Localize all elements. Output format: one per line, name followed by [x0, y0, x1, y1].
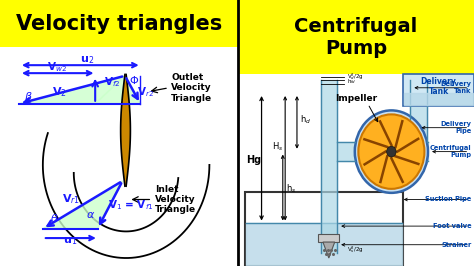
Text: Inlet
Velocity
Triangle: Inlet Velocity Triangle [155, 185, 196, 214]
Text: Delivery
Tank: Delivery Tank [441, 81, 472, 94]
Circle shape [355, 110, 428, 193]
Text: V$_2$: V$_2$ [52, 85, 67, 99]
Text: Centrifugal
Pump: Centrifugal Pump [430, 145, 472, 158]
Text: u$_2$: u$_2$ [80, 54, 94, 66]
Text: h$_d$: h$_d$ [300, 114, 311, 126]
Text: V$_s^2$/2g: V$_s^2$/2g [346, 244, 363, 255]
Text: Delivery
Pipe: Delivery Pipe [441, 121, 472, 134]
Text: V$_{r2}$: V$_{r2}$ [137, 85, 154, 99]
Text: V$_1$ = V$_{f1}$: V$_1$ = V$_{f1}$ [108, 198, 154, 212]
Text: h$_s$: h$_s$ [286, 183, 297, 195]
Text: V$_{w2}$: V$_{w2}$ [47, 60, 67, 74]
Bar [238, 0, 474, 74]
Polygon shape [121, 74, 130, 186]
Bar [238, 74, 474, 266]
Bar [0, 0, 238, 47]
Circle shape [387, 146, 396, 157]
Polygon shape [43, 181, 123, 229]
Text: Hg: Hg [246, 155, 261, 165]
Text: u$_1$: u$_1$ [63, 235, 77, 247]
Text: Delivery
Tank: Delivery Tank [420, 77, 456, 96]
Text: Impeller: Impeller [335, 94, 377, 103]
Polygon shape [95, 76, 140, 104]
Bar [0, 47, 238, 266]
Polygon shape [323, 242, 335, 258]
Text: Foot valve: Foot valve [433, 223, 472, 229]
Bar [318, 234, 339, 242]
Polygon shape [19, 76, 125, 104]
Text: $\beta$: $\beta$ [24, 90, 33, 104]
Text: Strainer: Strainer [441, 242, 472, 248]
Text: $\Phi$: $\Phi$ [129, 74, 139, 86]
Circle shape [358, 114, 424, 189]
Text: V$_{r1}$: V$_{r1}$ [62, 193, 81, 206]
Text: Velocity triangles: Velocity triangles [16, 14, 222, 34]
Text: $\alpha$: $\alpha$ [86, 210, 95, 220]
Bar [245, 192, 403, 266]
Text: h$_{fd}$: h$_{fd}$ [346, 77, 356, 86]
Bar [403, 74, 474, 106]
Text: H$_s$: H$_s$ [273, 140, 284, 152]
Text: V$_{f2}$: V$_{f2}$ [103, 76, 120, 89]
Text: V$_d^2$/2g: V$_d^2$/2g [346, 71, 363, 82]
Text: Suction Pipe: Suction Pipe [425, 197, 472, 202]
Text: $\theta$: $\theta$ [50, 212, 59, 224]
Text: Centrifugal
Pump: Centrifugal Pump [294, 17, 418, 58]
Text: Outlet
Velocity
Triangle: Outlet Velocity Triangle [171, 73, 212, 103]
